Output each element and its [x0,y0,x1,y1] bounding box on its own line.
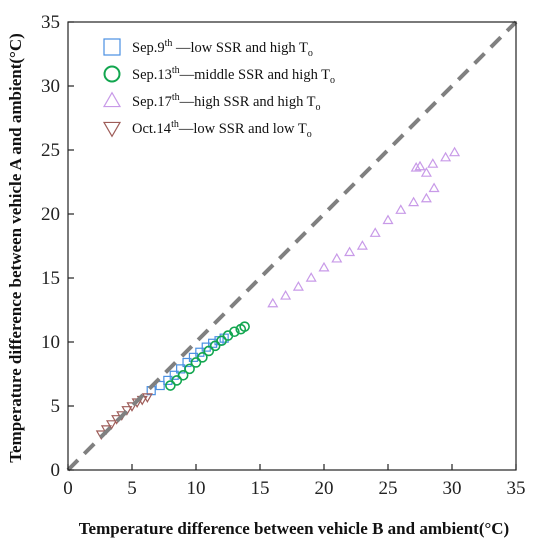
data-point [305,272,317,282]
data-point [229,326,240,338]
legend-subscript: o [307,129,312,140]
data-point [356,240,368,250]
data-point [165,380,176,391]
data-point [318,261,330,272]
series-2-points [267,146,461,308]
legend-label-part: —high SSR and high T [179,94,316,110]
y-tick-label: 10 [41,332,60,353]
data-point [216,335,227,347]
y-tick-label: 0 [51,460,61,481]
data-point [414,160,426,171]
plot-marks [95,146,461,441]
legend-label-part: Oct.14 [132,121,172,137]
legend-label-part: —low SSR and low T [178,121,307,137]
x-tick-label: 30 [443,478,462,499]
legend-superscript: th [172,65,180,76]
legend-superscript: th [171,119,179,130]
y-axis-ticks: 0 5 10 15 20 25 30 35 [41,12,74,481]
data-point [184,363,195,375]
data-point [203,345,215,357]
x-tick-label: 20 [315,478,334,499]
data-point [395,204,407,214]
data-point [369,227,381,237]
legend-entry-0: Sep.9th —low SSR and high To [132,38,313,59]
data-point [427,158,439,168]
data-point [141,393,153,403]
data-point [382,214,394,225]
plot-frame [67,21,517,471]
data-point [171,375,183,386]
data-point [280,290,292,300]
data-point [209,340,221,352]
reference-diagonal-line [66,20,518,472]
y-tick-label: 35 [41,12,60,33]
data-point [197,352,208,363]
legend-label-part: —middle SSR and high T [179,67,331,83]
data-point [208,338,218,348]
x-axis-label: Temperature difference between vehicle B… [79,519,509,538]
legend-label-part: Sep.9 [132,40,165,56]
y-tick-label: 25 [41,140,60,161]
data-point [155,380,165,391]
data-point [331,252,343,263]
data-point [292,281,304,291]
legend-marker-square [103,38,121,56]
x-axis-ticks: 0 5 10 15 20 25 30 35 [63,464,526,499]
legend-subscript: o [308,48,313,59]
data-point [428,182,440,193]
x-tick-label: 10 [187,478,206,499]
legend-entry-3: Oct.14th—low SSR and low To [132,119,312,140]
data-point [177,369,189,381]
data-point [408,196,420,207]
legend-label-part: Sep.17 [132,94,172,110]
data-point [105,420,118,430]
x-tick-label: 35 [507,478,526,499]
legend-entry-1: Sep.13th—middle SSR and high To [132,65,335,86]
x-tick-label: 15 [251,478,270,499]
legend: Sep.9th —low SSR and high ToSep.13th—mid… [102,38,335,140]
data-point [267,297,279,308]
y-tick-label: 5 [51,396,61,417]
legend-marker-triangle-down [102,121,122,138]
legend-label-part: Sep.13 [132,67,172,83]
legend-entry-2: Sep.17th—high SSR and high To [132,92,321,113]
data-point [440,151,452,162]
legend-superscript: th [165,38,173,49]
data-point [410,162,422,172]
data-point [239,321,250,332]
data-point [126,402,138,412]
legend-marker-circle [103,65,121,83]
data-point [449,146,461,157]
y-tick-label: 20 [41,204,60,225]
series-1-points [165,321,250,391]
data-point [344,246,356,257]
x-tick-label: 5 [127,478,137,499]
x-tick-label: 0 [63,478,73,499]
legend-subscript: o [330,75,335,86]
data-point [420,167,432,177]
data-point [420,192,432,203]
y-tick-label: 15 [41,268,60,289]
data-point [190,357,202,368]
x-tick-label: 25 [379,478,398,499]
legend-label-part: —low SSR and high T [172,40,308,56]
legend-marker-triangle-up [102,91,122,108]
y-tick-label: 30 [41,76,60,97]
y-axis-label: Temperature difference between vehicle A… [6,33,25,463]
legend-superscript: th [172,92,180,103]
legend-subscript: o [316,102,321,113]
